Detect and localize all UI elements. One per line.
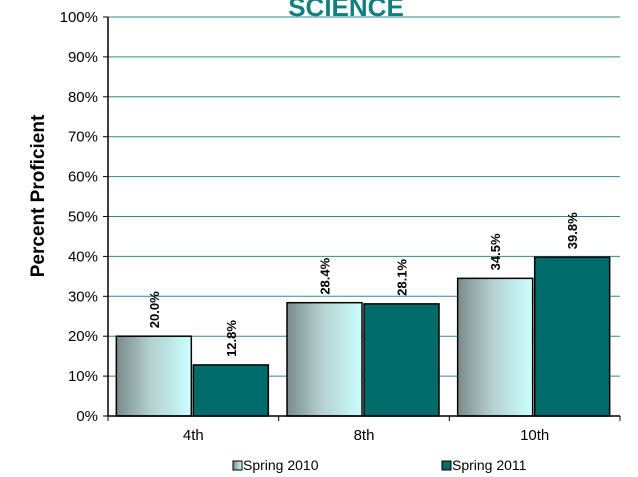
x-tick-label: 4th	[183, 427, 204, 444]
data-label: 34.5%	[488, 233, 503, 270]
bar-spring-2011-8th	[363, 303, 440, 417]
y-tick-label: 80%	[68, 89, 98, 106]
data-label: 12.8%	[224, 320, 239, 357]
legend-swatch-spring-2010	[232, 460, 243, 471]
y-tick-label: 20%	[68, 328, 98, 345]
bar-spring-2011-4th	[192, 364, 270, 417]
data-label: 20.0%	[147, 291, 162, 328]
data-labels: 20.0% 12.8% 28.4% 28.1% 34.5% 39.8%	[147, 212, 580, 357]
bars	[115, 256, 611, 417]
bar-spring-2010-10th	[456, 277, 534, 417]
x-tick-label: 10th	[520, 427, 549, 444]
x-axis-ticks: 4th 8th 10th	[107, 416, 621, 444]
data-label: 28.4%	[318, 257, 333, 294]
bar-spring-2010-4th	[115, 335, 193, 417]
chart-title: SCIENCE	[288, 0, 404, 22]
y-tick-label: 50%	[68, 209, 98, 226]
axes	[107, 17, 620, 417]
y-tick-label: 10%	[68, 368, 98, 385]
data-label: 39.8%	[565, 212, 580, 249]
y-tick-label: 70%	[68, 129, 98, 146]
legend: Spring 2010 Spring 2011	[232, 457, 527, 473]
bar-spring-2010-8th	[286, 301, 363, 417]
x-tick-label: 8th	[354, 427, 375, 444]
y-tick-label: 40%	[68, 248, 98, 265]
y-axis-label: Percent Proficient	[28, 114, 49, 277]
bar-spring-2011-10th	[533, 256, 611, 417]
y-tick-label: 90%	[68, 49, 98, 66]
y-axis-ticks: 0% 10% 20% 30% 40% 50% 60% 70% 80% 90% 100%	[60, 9, 108, 425]
y-tick-label: 30%	[68, 288, 98, 305]
y-tick-label: 60%	[68, 169, 98, 186]
legend-label-spring-2010: Spring 2010	[243, 457, 319, 473]
legend-swatch-spring-2011	[441, 460, 452, 471]
data-label: 28.1%	[395, 259, 410, 296]
gridlines	[108, 16, 620, 377]
legend-label-spring-2011: Spring 2011	[452, 457, 527, 473]
y-tick-label: 100%	[60, 9, 98, 26]
y-tick-label: 0%	[76, 408, 98, 425]
